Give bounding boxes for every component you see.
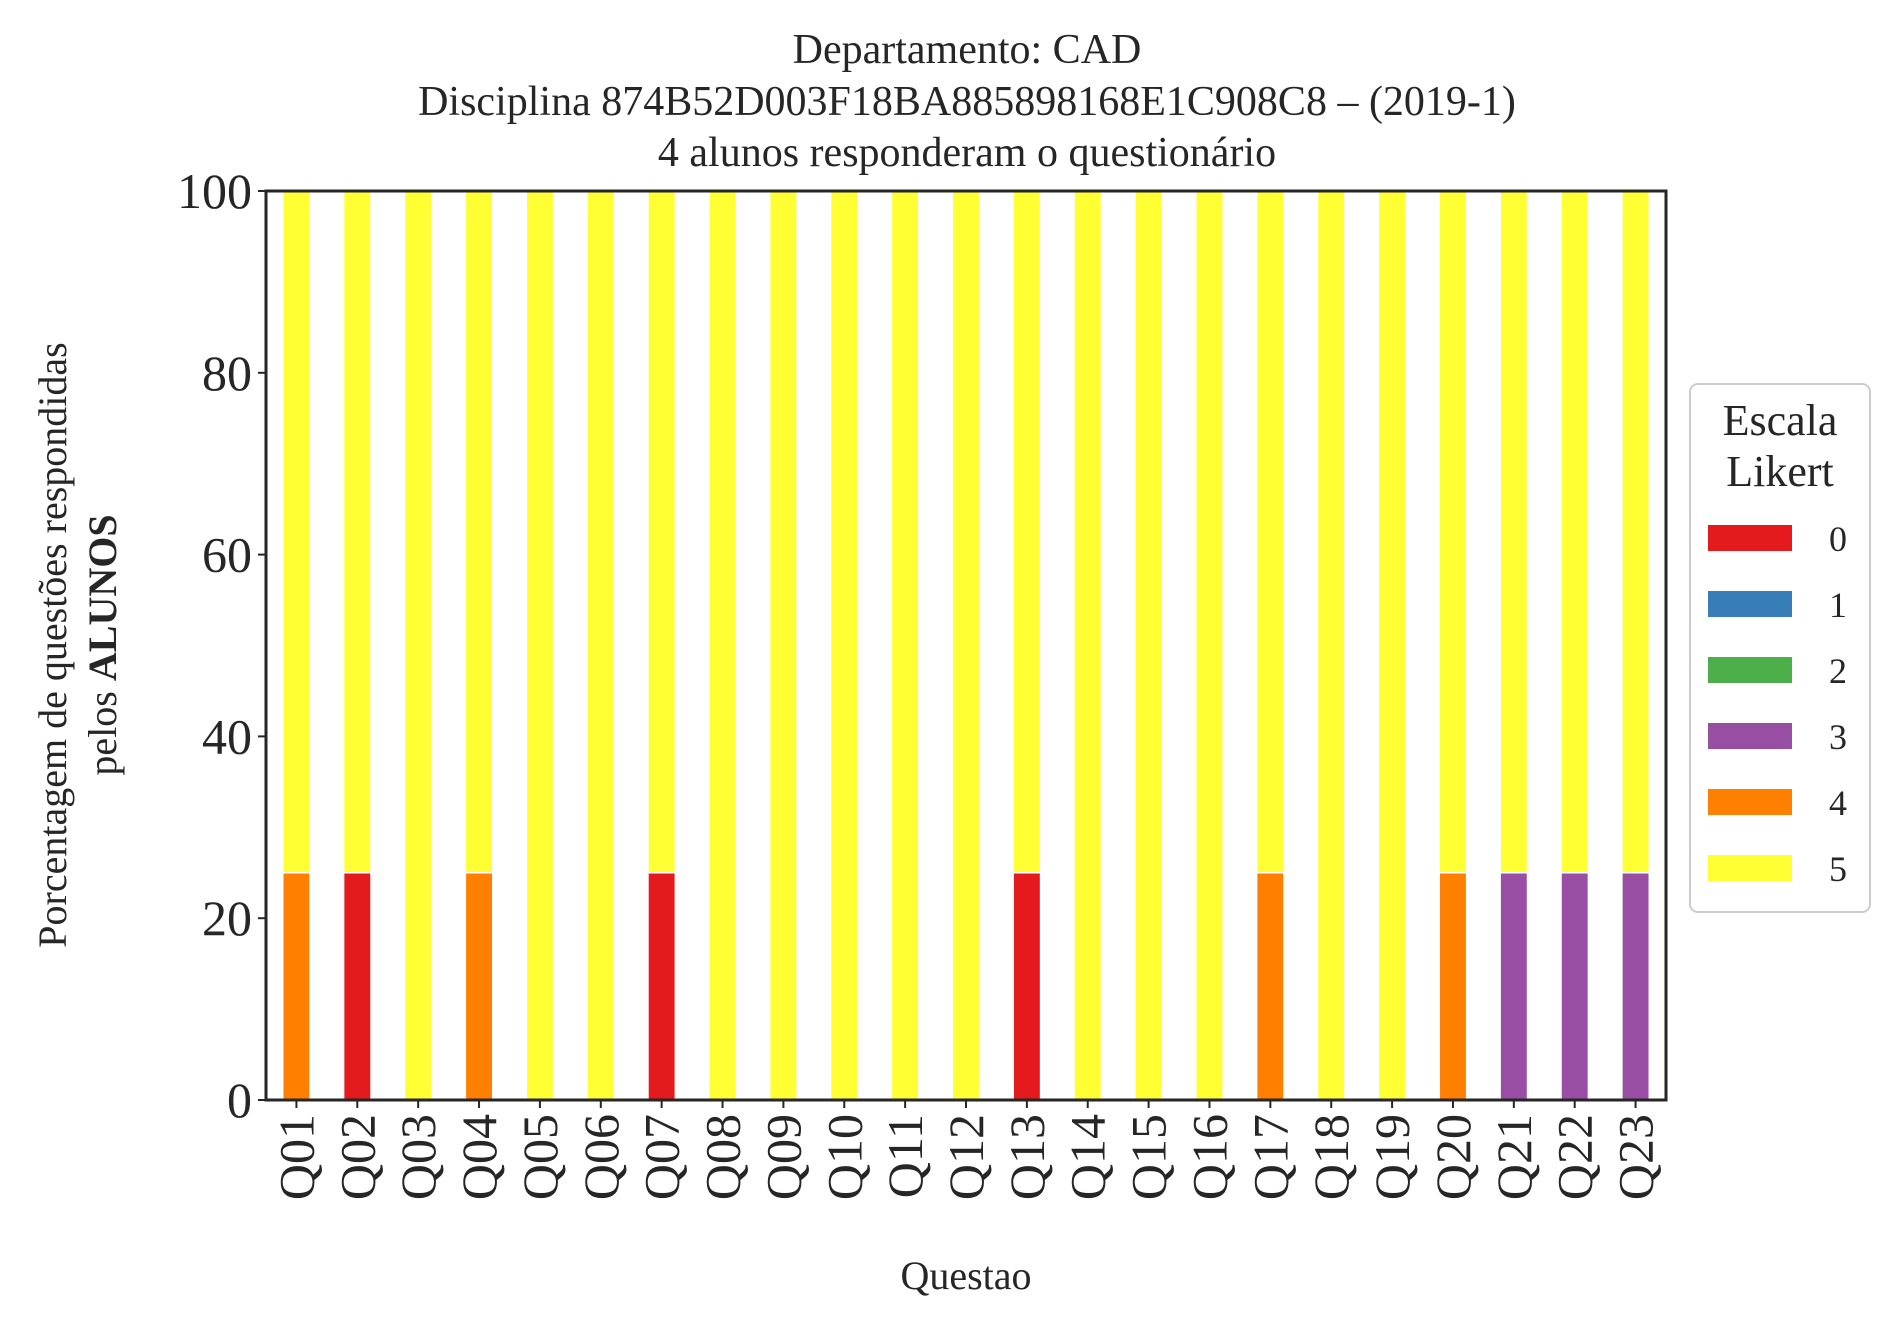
y-axis-label-prefix: pelos: [80, 681, 125, 775]
chart-title-line-3: 4 alunos responderam o questionário: [658, 130, 1276, 176]
bar-Q19-likert-5: [1377, 190, 1407, 1101]
bar-Q05-likert-5: [525, 190, 555, 1101]
legend-label-3: 3: [1829, 717, 1847, 757]
x-tick-label: Q05: [512, 1114, 568, 1200]
bar-Q21-likert-3: [1499, 872, 1529, 1101]
bar-Q01-likert-4: [281, 872, 311, 1101]
x-tick-label: Q09: [755, 1114, 811, 1200]
bar-Q02-likert-5: [342, 190, 372, 874]
x-tick-label: Q12: [938, 1114, 994, 1200]
bar-Q23-likert-3: [1621, 872, 1651, 1101]
x-tick-label: Q14: [1060, 1114, 1116, 1200]
legend-swatch-5: [1708, 855, 1792, 881]
x-tick-label: Q07: [634, 1114, 690, 1200]
legend-items: 0 1 2 3 4 5: [1708, 519, 1847, 889]
bar-Q12-likert-5: [951, 190, 981, 1101]
bar-Q22-likert-3: [1560, 872, 1590, 1101]
x-axis: Q01 Q02 Q03 Q04 Q05 Q06 Q07 Q08 Q09 Q10 Q11 Q12 Q13 Q…: [268, 1100, 1664, 1200]
bar-Q10-likert-5: [829, 190, 859, 1101]
x-tick-label: Q02: [329, 1114, 385, 1200]
y-tick-label: 0: [227, 1072, 252, 1128]
bar-Q21-likert-5: [1499, 190, 1529, 874]
bar-Q22-likert-5: [1560, 190, 1590, 874]
x-tick-label: Q04: [451, 1114, 507, 1200]
x-tick-label: Q15: [1121, 1114, 1177, 1200]
y-axis-label-bold: ALUNOS: [80, 514, 125, 681]
bar-Q13-likert-5: [1012, 190, 1042, 874]
legend: Escala Likert 0 1 2 3 4 5: [1689, 383, 1871, 913]
legend-label-2: 2: [1829, 651, 1847, 691]
legend-label-5: 5: [1829, 849, 1847, 889]
y-axis-label-line-1: Porcentagem de questões respondidas: [30, 342, 75, 947]
bar-Q07-likert-0: [647, 872, 677, 1101]
bar-Q09-likert-5: [768, 190, 798, 1101]
x-tick-label: Q03: [390, 1114, 446, 1200]
y-tick-label: 40: [202, 708, 252, 764]
legend-swatch-4: [1708, 789, 1792, 815]
bar-Q01-likert-5: [281, 190, 311, 874]
x-tick-label: Q08: [695, 1114, 751, 1200]
chart-title-line-2: Disciplina 874B52D003F18BA885898168E1C90…: [418, 79, 1516, 125]
x-axis-label: Questao: [900, 1253, 1031, 1298]
x-tick-label: Q19: [1364, 1114, 1420, 1200]
x-tick-label: Q20: [1425, 1114, 1481, 1200]
bar-Q17-likert-5: [1255, 190, 1285, 874]
legend-box: [1689, 383, 1871, 913]
x-tick-label: Q22: [1547, 1114, 1603, 1200]
bars-layer: [281, 190, 1651, 1101]
legend-swatch-3: [1708, 723, 1792, 749]
y-axis-label: Porcentagem de questões respondidas pelo…: [30, 342, 125, 947]
x-tick-label: Q11: [877, 1114, 933, 1198]
y-tick-label: 80: [202, 345, 252, 401]
x-tick-label: Q06: [573, 1114, 629, 1200]
legend-swatch-2: [1708, 657, 1792, 683]
legend-title-line-2: Likert: [1726, 447, 1834, 496]
y-axis: 0 20 40 60 80 100: [177, 163, 266, 1128]
x-tick-label: Q10: [816, 1114, 872, 1200]
bar-Q17-likert-4: [1255, 872, 1285, 1101]
bar-Q20-likert-5: [1438, 190, 1468, 874]
x-tick-label: Q01: [268, 1114, 324, 1200]
plot-frame: [264, 189, 1668, 1102]
x-tick-label: Q21: [1486, 1114, 1542, 1200]
y-axis-label-line-2: pelos ALUNOS: [80, 514, 125, 775]
x-tick-label: Q17: [1242, 1114, 1298, 1200]
bar-Q08-likert-5: [708, 190, 737, 1101]
legend-swatch-1: [1708, 591, 1792, 617]
legend-label-1: 1: [1829, 585, 1847, 625]
chart-title-line-1: Departamento: CAD: [793, 27, 1142, 73]
bar-Q04-likert-5: [464, 190, 494, 874]
x-tick-label: Q18: [1303, 1114, 1359, 1200]
bar-Q13-likert-0: [1012, 872, 1042, 1101]
bar-Q02-likert-0: [342, 872, 372, 1101]
bar-Q11-likert-5: [890, 190, 920, 1101]
y-tick-label: 60: [202, 527, 252, 583]
x-tick-label: Q16: [1181, 1114, 1237, 1200]
bar-Q14-likert-5: [1073, 190, 1103, 1101]
bar-Q06-likert-5: [586, 190, 616, 1101]
bar-Q15-likert-5: [1134, 190, 1164, 1101]
legend-title-line-1: Escala: [1723, 396, 1838, 445]
bar-Q04-likert-4: [464, 872, 494, 1101]
y-tick-label: 20: [202, 890, 252, 946]
legend-swatch-0: [1708, 525, 1792, 551]
x-tick-label: Q23: [1608, 1114, 1664, 1200]
bar-Q03-likert-5: [403, 190, 433, 1101]
x-tick-label: Q13: [999, 1114, 1055, 1200]
bar-Q20-likert-4: [1438, 872, 1468, 1101]
bar-Q07-likert-5: [647, 190, 677, 874]
bar-Q18-likert-5: [1316, 190, 1346, 1101]
bar-Q16-likert-5: [1195, 190, 1224, 1101]
legend-label-4: 4: [1829, 783, 1847, 823]
bar-Q23-likert-5: [1621, 190, 1651, 874]
y-tick-label: 100: [177, 163, 252, 219]
legend-label-0: 0: [1829, 519, 1847, 559]
chart-title: Departamento: CAD Disciplina 874B52D003F…: [418, 27, 1516, 176]
